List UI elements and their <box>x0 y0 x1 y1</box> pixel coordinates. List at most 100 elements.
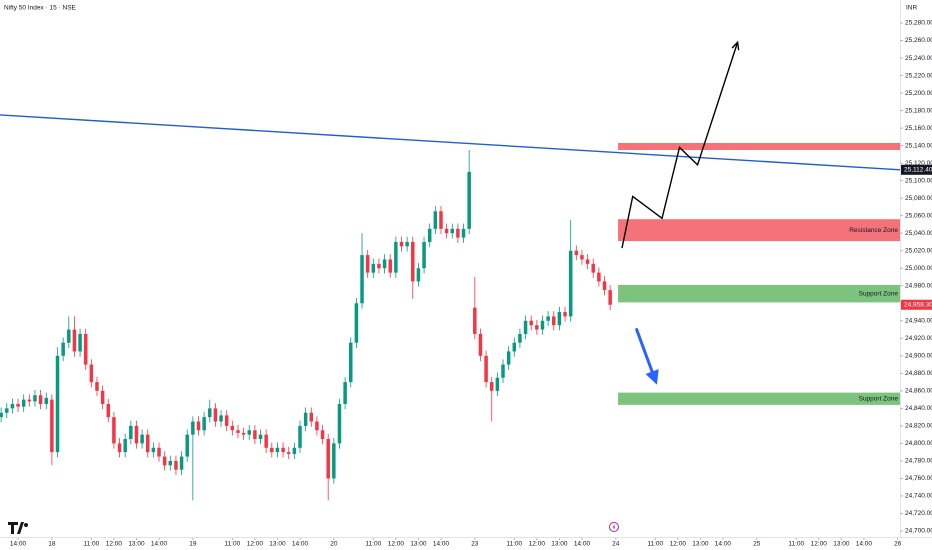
candle-body <box>157 447 161 457</box>
candle-body <box>83 333 88 365</box>
candle-body <box>557 312 562 326</box>
axes: 24,700.00 24,720.00 24,740.00 24,760.00 24,7… <box>10 20 932 548</box>
candle-body <box>309 412 314 422</box>
flash-icon <box>609 522 619 532</box>
candle-body <box>174 460 178 470</box>
candle-body <box>591 263 595 273</box>
zone-label: Support Zone <box>859 395 899 402</box>
candle-body <box>230 425 235 431</box>
down-arrow-head <box>645 369 659 385</box>
candle-body <box>433 211 438 229</box>
zone <box>618 284 900 303</box>
candle-body <box>100 390 105 404</box>
x-tick-label: 13:00 <box>833 541 850 548</box>
candle-body <box>44 397 48 404</box>
candle-body <box>241 432 246 435</box>
candle-body <box>112 417 116 444</box>
candle-body <box>5 408 9 413</box>
candle-body <box>298 425 302 448</box>
candle-body <box>377 263 381 269</box>
candle-body <box>580 255 584 260</box>
candle-body <box>597 272 601 282</box>
y-tick-label: 24,820.00 <box>905 423 932 430</box>
candle-body <box>563 312 567 317</box>
candle-body <box>224 415 229 426</box>
zone-label: Support Zone <box>859 290 899 297</box>
trendline <box>0 114 901 171</box>
candle-body <box>422 241 426 269</box>
price-tag <box>901 164 932 175</box>
x-tick-label: 25 <box>753 541 761 548</box>
candle-body <box>123 439 127 453</box>
candle-body <box>106 404 111 418</box>
zone <box>618 142 900 150</box>
x-tick-label: 13:00 <box>692 541 709 548</box>
candle-body <box>253 430 257 440</box>
x-tick-label: 12:00 <box>670 541 687 548</box>
candle-body <box>95 382 99 391</box>
candle-body <box>191 421 195 435</box>
x-tick-label: 13:00 <box>269 541 286 548</box>
x-tick-label: 14:00 <box>574 541 591 548</box>
y-tick-label: 25,240.00 <box>905 55 932 62</box>
candle-body <box>444 228 449 234</box>
candle-body <box>129 425 133 440</box>
candle-body <box>382 259 387 269</box>
x-tick-label: 23 <box>471 541 479 548</box>
tv-logo <box>8 522 28 534</box>
candle-body <box>354 303 359 343</box>
y-tick-label: 25,100.00 <box>905 177 932 184</box>
candle-body <box>478 333 483 356</box>
candle-body <box>213 408 218 422</box>
candle-body <box>264 434 268 448</box>
candle-body <box>202 417 206 431</box>
x-tick-label: 11:00 <box>788 541 804 548</box>
x-tick-label: 20 <box>330 541 338 548</box>
candle-body <box>219 415 223 422</box>
candle-body <box>394 241 398 273</box>
candle-body <box>518 333 522 343</box>
candle-body <box>196 421 201 431</box>
y-tick-label: 25,080.00 <box>905 195 932 202</box>
candle-body <box>405 241 409 247</box>
candle-body <box>27 399 32 402</box>
y-tick-label: 25,220.00 <box>905 72 932 79</box>
x-tick-label: 14:00 <box>10 541 27 548</box>
candle-body <box>140 434 144 444</box>
candle-body <box>16 404 20 407</box>
projection-arrowhead <box>731 40 740 51</box>
projection-path <box>621 42 739 249</box>
y-tick-label: 25,260.00 <box>905 37 932 44</box>
y-tick-label: 25,120.00 <box>905 160 932 167</box>
candle-body <box>585 259 590 264</box>
candle-body <box>365 255 370 273</box>
y-tick-label: 25,160.00 <box>905 125 932 132</box>
y-tick-label: 24,700.00 <box>905 528 932 535</box>
x-tick-label: 14:00 <box>433 541 450 548</box>
x-tick-label: 11:00 <box>647 541 663 548</box>
x-tick-label: 18 <box>48 541 56 548</box>
x-tick-label: 14:00 <box>856 541 873 548</box>
candle-body <box>337 404 342 444</box>
candle-body <box>535 325 539 330</box>
candle-body <box>270 447 274 453</box>
candle-body <box>456 228 460 238</box>
y-tick-label: 24,920.00 <box>905 335 932 342</box>
y-tick-label: 24,880.00 <box>905 370 932 377</box>
price-tag-label: 24,958.30 <box>904 301 932 308</box>
candle-body <box>506 351 511 365</box>
y-tick-label: 25,060.00 <box>905 212 932 219</box>
price-tag <box>901 299 932 310</box>
candle-body <box>55 355 60 453</box>
candle-body <box>326 439 330 479</box>
candle-body <box>467 171 471 229</box>
candle-body <box>427 228 432 242</box>
x-tick-label: 24 <box>612 541 620 548</box>
candle-body <box>529 320 533 326</box>
zone <box>618 392 900 405</box>
candle-body <box>439 211 443 229</box>
candle-body <box>546 316 550 321</box>
candle-body <box>162 456 167 466</box>
x-tick-label: 19 <box>189 541 197 548</box>
